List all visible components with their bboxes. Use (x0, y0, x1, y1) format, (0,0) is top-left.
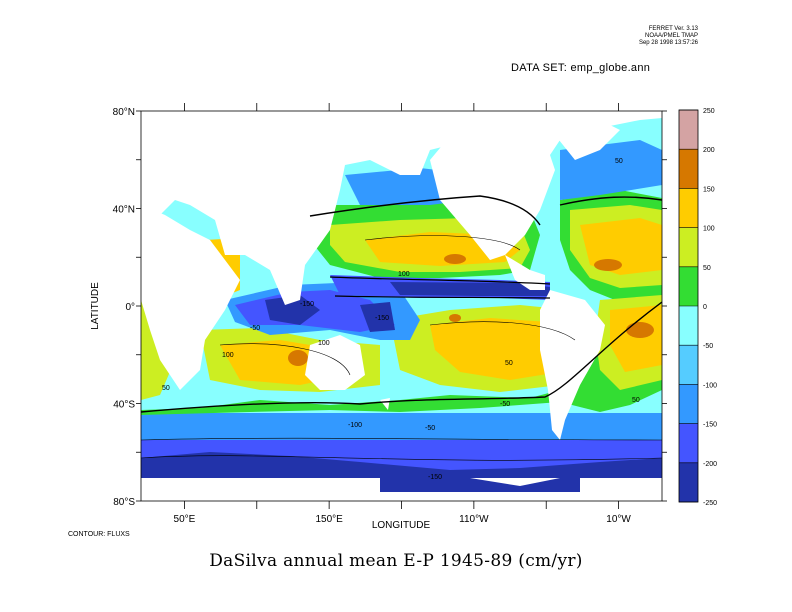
colorbar-swatch (679, 227, 698, 267)
colorbar-label: 100 (703, 226, 715, 233)
colorbar-swatch (679, 266, 698, 306)
contour-100-north-pacific (364, 235, 521, 251)
contour-label: 100 (222, 352, 234, 359)
contour-label: 50 (505, 360, 513, 367)
contour-minus100 (141, 437, 662, 441)
colorbar-swatch (679, 384, 698, 424)
y-tick-label: 40°S (113, 400, 135, 411)
colorbar-label: 0 (703, 304, 707, 311)
y-tick-label: 0° (125, 302, 135, 313)
colorbar-swatch (679, 345, 698, 385)
contour-100-south-indian (219, 343, 351, 376)
contour-note: CONTOUR: FLUXS (68, 531, 130, 538)
x-tick-label: 10°W (606, 514, 631, 525)
y-axis-label: LATITUDE (90, 282, 101, 330)
colorbar-swatch (679, 110, 698, 150)
colorbar-label: 200 (703, 147, 715, 154)
hotspot-north-pacific (444, 254, 466, 264)
ferret-info: FERRET Ver. 3.13 NOAA/PMEL TMAP Sep 28 1… (639, 26, 698, 47)
colorbar-swatch (679, 423, 698, 463)
axis-ticks (136, 103, 667, 509)
subtropical-south-pacific (430, 318, 575, 380)
ferret-line-3: Sep 28 1998 13:57:26 (638, 40, 698, 46)
x-axis-label: LONGITUDE (372, 520, 431, 531)
y-tick-label: 80°N (113, 107, 135, 118)
contour-label: 50 (632, 397, 640, 404)
x-tick-labels: 50°E 150°E 110°W 10°W (174, 514, 632, 525)
warm-pool-core-2 (360, 302, 395, 332)
africa-landmass (141, 205, 240, 390)
ross-sea-band (380, 478, 580, 492)
x-tick-label: 150°E (315, 514, 343, 525)
colorbar-frame (678, 109, 699, 503)
colorbar (679, 109, 698, 503)
ferret-line-2: NOAA/PMEL TMAP (644, 33, 698, 39)
colorbar-swatch (679, 462, 698, 502)
zero-contour-south (141, 301, 662, 413)
contour-label: 100 (398, 271, 410, 278)
colorbar-label: -150 (703, 422, 717, 429)
warm-pool-core-1 (265, 295, 320, 325)
contour-label: -150 (375, 315, 389, 322)
itcz-contour-south (334, 295, 551, 299)
contour-label: -150 (428, 474, 442, 481)
colorbar-label: 250 (703, 108, 715, 115)
new-zealand-landmass (380, 398, 390, 410)
contour-label: -50 (425, 425, 435, 432)
contour-label: -100 (348, 422, 362, 429)
central-america-landmass (505, 255, 545, 290)
south-america-landmass (540, 290, 605, 440)
map-field: 100 100 100 50 50 50 50 -50 -100 -150 -1… (141, 111, 662, 501)
colorbar-labels: 250 200 150 100 50 0 -50 -100 -150 -200 -250 (703, 108, 717, 507)
x-tick-label: 50°E (174, 514, 196, 525)
colorbar-label: -100 (703, 382, 717, 389)
subtropical-south-atlantic (610, 305, 662, 372)
itcz-contour-north (329, 276, 551, 285)
south-subtropical-green-band (141, 300, 662, 415)
contour-label: -150 (300, 301, 314, 308)
contour-minus150 (141, 455, 662, 461)
north-america-landmass (430, 125, 555, 260)
colorbar-label: 150 (703, 186, 715, 193)
contour-100-south-pacific (429, 321, 576, 341)
itcz-pacific-core (390, 282, 550, 296)
colorbar-swatch (679, 306, 698, 346)
colorbar-swatch (679, 188, 698, 228)
colorbar-label: -50 (703, 343, 713, 350)
colorbar-label: -250 (703, 500, 717, 507)
page-title: DaSilva annual mean E-P 1945-89 (cm/yr) (209, 551, 583, 571)
hotspot-south-atlantic (626, 322, 654, 338)
colorbar-label: 50 (703, 265, 711, 272)
y-tick-label: 40°N (113, 205, 135, 216)
y-tick-label: 80°S (113, 497, 135, 508)
zero-contour-north-pacific (309, 195, 541, 226)
contour-label: 50 (162, 385, 170, 392)
dataset-label: DATA SET: emp_globe.ann (511, 62, 651, 74)
australia-landmass (305, 335, 365, 390)
colorbar-label: -200 (703, 461, 717, 468)
ferret-line-1: FERRET Ver. 3.13 (648, 26, 698, 32)
contour-labels: 100 100 100 50 50 50 50 -50 -100 -150 -1… (162, 158, 640, 481)
hotspot-south-pacific (449, 314, 461, 322)
hotspot-north-atlantic (594, 259, 622, 271)
greenland-landmass (555, 120, 620, 160)
contour-label: -50 (250, 325, 260, 332)
y-tick-labels: 80°N 40°N 0° 40°S 80°S (113, 107, 136, 508)
colorbar-swatch (679, 149, 698, 189)
contour-label: 100 (318, 340, 330, 347)
contour-label: 50 (615, 158, 623, 165)
x-tick-label: 110°W (459, 514, 489, 525)
zero-contour-north-atlantic (559, 196, 662, 206)
hotspot-south-indian (288, 350, 308, 366)
contour-label: -50 (500, 401, 510, 408)
